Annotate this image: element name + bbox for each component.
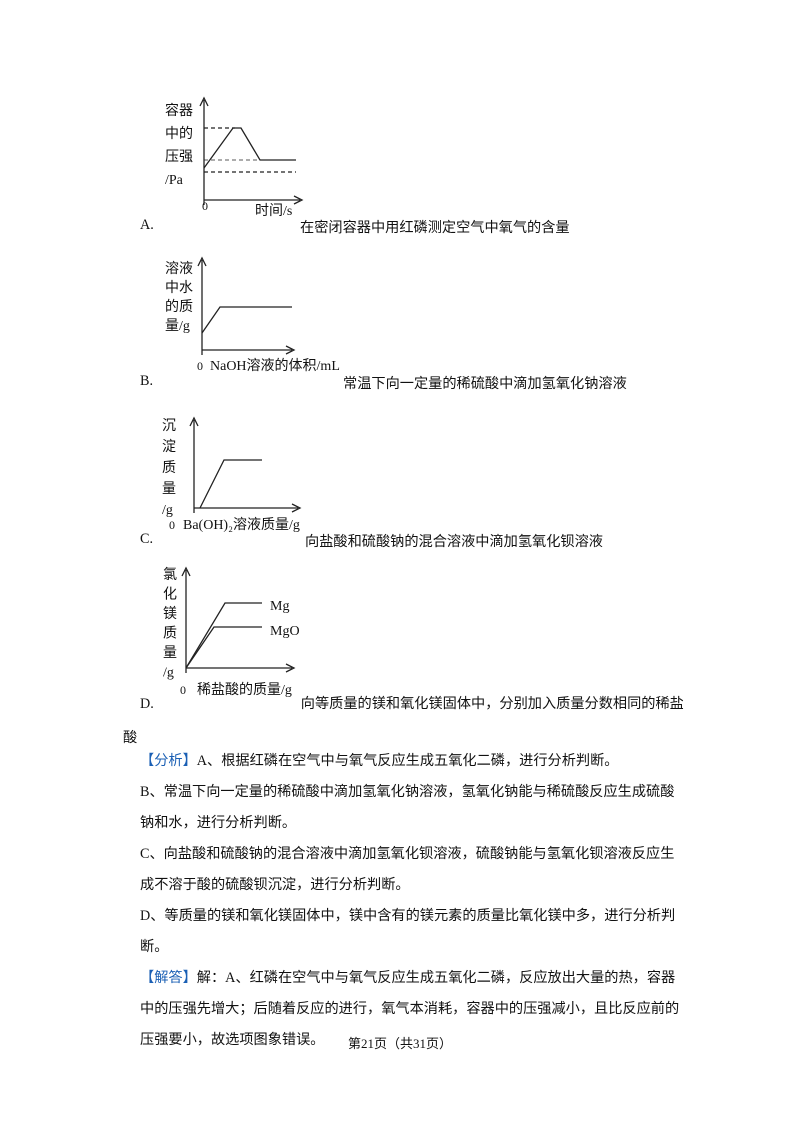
answer-text: 解：A、红磷在空气中与氧气反应生成五氧化二磷，反应放出大量的热，容器中的压强先增… — [140, 970, 680, 1048]
y-axis-label: 质 — [163, 626, 177, 642]
option-text: 向等质量的镁和氧化镁固体中，分别加入质量分数相同的稀盐酸 — [123, 696, 684, 746]
y-axis-label: /g — [162, 503, 173, 518]
y-axis-label: 压强 — [165, 150, 193, 165]
y-axis-label: /Pa — [165, 173, 184, 188]
analysis-tag: 【分析】 — [140, 753, 197, 769]
option-letter: D. — [140, 696, 154, 712]
y-axis-label: 镁 — [163, 606, 177, 622]
x-axis-label: NaOH溶液的体积/mL — [210, 358, 340, 374]
analysis-line: B、常温下向一定量的稀硫酸中滴加氢氧化钠溶液，氢氧化钠能与稀硫酸反应生成硫酸钠和… — [140, 784, 675, 831]
y-axis-label: 中水 — [165, 280, 193, 296]
analysis-line: D、等质量的镁和氧化镁固体中，镁中含有的镁元素的质量比氧化镁中多，进行分析判断。 — [140, 908, 676, 955]
y-axis-label: /g — [163, 666, 174, 681]
y-axis-label: 量 — [162, 481, 176, 497]
origin-label: 0 — [169, 518, 175, 532]
analysis: 【分析】A、根据红磷在空气中与氧气反应生成五氧化二磷，进行分析判断。 B、常温下… — [140, 746, 685, 1056]
x-axis-label: 稀盐酸的质量/g — [197, 682, 292, 698]
y-axis-label: 量 — [163, 645, 177, 661]
origin-label: 0 — [180, 683, 186, 697]
y-axis-label: 容器 — [165, 102, 193, 119]
x-axis-label: 时间/s — [255, 203, 292, 219]
y-axis-label: 淀 — [162, 439, 176, 455]
origin-label: 0 — [197, 359, 203, 373]
option: D. 向等质量的镁和氧化镁固体中，分别加入质量分数相同的稀盐酸 — [123, 687, 688, 755]
graph: 容器中的压强/Pa 0 时间/s — [165, 96, 304, 219]
y-axis-label: 沉 — [162, 418, 176, 434]
origin-label: 0 — [202, 199, 208, 213]
option-text: 在密闭容器中用红磷测定空气中氧气的含量 — [300, 220, 570, 236]
analysis-line: C、向盐酸和硫酸钠的混合溶液中滴加氢氧化钡溶液，硫酸钠能与氢氧化钡溶液反应生成不… — [140, 846, 675, 893]
footer: 第21页（共31页） — [347, 1036, 452, 1051]
option-letter: C. — [140, 531, 154, 547]
option-letter: B. — [140, 373, 154, 389]
y-axis-label: 质 — [162, 460, 176, 476]
y-axis-label: 溶液 — [165, 261, 193, 277]
analysis-line: A、根据红磷在空气中与氧气反应生成五氧化二磷，进行分析判断。 — [196, 753, 619, 769]
option-text: 常温下向一定量的稀硫酸中滴加氢氧化钠溶液 — [343, 376, 627, 392]
answer-tag: 【解答】 — [140, 970, 197, 986]
option-letter: A. — [140, 217, 154, 233]
x-axis-label: Ba(OH)₂溶液质量/g — [183, 517, 300, 533]
y-axis-label: 中的 — [165, 126, 193, 142]
line-label: Mg — [270, 599, 289, 614]
y-axis-label: 氯 — [163, 567, 177, 583]
y-axis-label: 量/g — [165, 318, 190, 334]
y-axis-label: 化 — [163, 587, 177, 603]
line-label: MgO — [270, 624, 300, 639]
y-axis-label: 的质 — [165, 299, 193, 315]
option-text: 向盐酸和硫酸钠的混合溶液中滴加氢氧化钡溶液 — [305, 534, 603, 550]
